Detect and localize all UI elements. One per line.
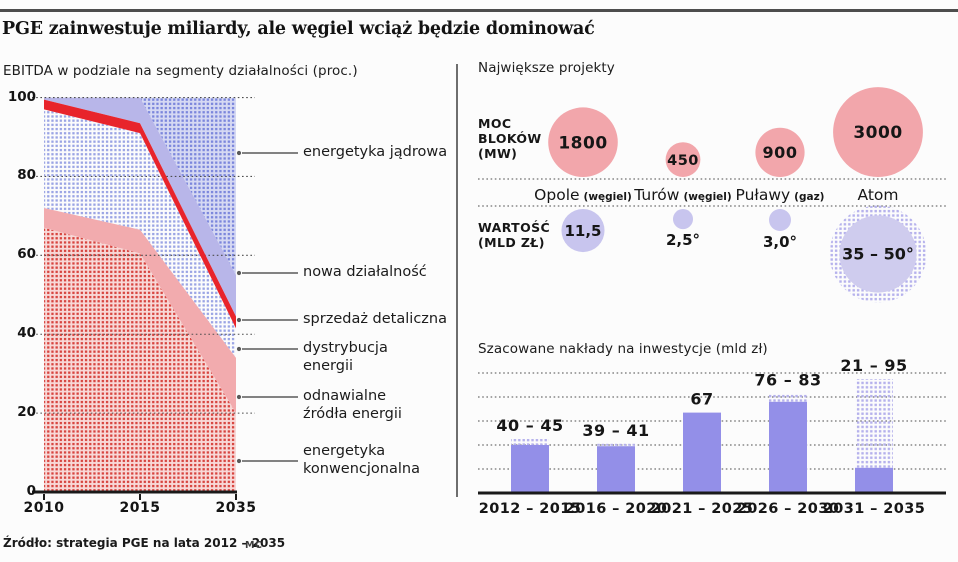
legend-odnawialne-r-d-a-energii: odnawialne źródła energii xyxy=(303,388,402,422)
legend-energetyka-j-drowa: energetyka jądrowa xyxy=(303,144,448,160)
pointer-dot xyxy=(236,150,242,156)
project-name-opole: Opole (węgiel) xyxy=(534,186,632,204)
legend-nowa-dzia-alno-: nowa działalność xyxy=(303,264,427,280)
credit-initials: MC xyxy=(245,540,263,551)
bar-2 xyxy=(597,446,635,493)
bar-value-label-5: 21 – 95 xyxy=(840,356,907,375)
area-nowa-dzia-alno- xyxy=(44,97,236,317)
ebitda-y-tick-80: 80 xyxy=(17,167,36,184)
bar-range-4 xyxy=(769,393,807,402)
ebitda-y-tick-100: 100 xyxy=(7,88,36,105)
legend-dystrybucja-energii: dystrybucja energii xyxy=(303,340,388,374)
value-label-tur-w: 2,5° xyxy=(666,231,700,249)
ebitda-y-tick-60: 60 xyxy=(17,246,36,263)
capex-bar-chart: 40 – 45 2012 – 2015 39 – 41 2016 – 2020 67 20… xyxy=(478,356,946,517)
value-row-label: WARTOŚĆ (MLD ZŁ) xyxy=(478,220,550,250)
value-row-label-line1: WARTOŚĆ xyxy=(478,220,551,235)
bar-5 xyxy=(855,467,893,493)
ebitda-area-chart xyxy=(32,97,298,500)
value-row-label-line2: (MLD ZŁ) xyxy=(478,235,545,250)
mw-value-opole: 1800 xyxy=(558,133,607,153)
pointer-dot xyxy=(236,270,242,276)
ebitda-chart-title: EBITDA w podziale na segmenty działalnoś… xyxy=(3,63,358,79)
bar-range-5 xyxy=(855,379,893,468)
mw-bubble-pu-awy xyxy=(755,127,805,177)
mw-row-label-line3: (MW) xyxy=(478,146,518,161)
value-label-opole: 11,5 xyxy=(564,222,601,240)
capex-chart-title: Szacowane nakłady na inwestycje (mld zł) xyxy=(478,341,768,357)
ebitda-gridlines xyxy=(32,97,255,414)
page-title: PGE zainwestuje miliardy, ale węgiel wci… xyxy=(2,19,595,39)
bar-category-label-5: 2031 – 2035 xyxy=(823,501,925,517)
value-bubble-atom xyxy=(839,215,917,293)
project-name-pu-awy: Puławy (gaz) xyxy=(736,186,825,204)
mw-bubble-tur-w xyxy=(665,142,701,177)
mw-value-tur-w: 450 xyxy=(667,153,699,169)
value-bubble-tur-w xyxy=(672,209,694,230)
mw-bubble-atom xyxy=(833,87,923,177)
ebitda-x-tick-2015: 2015 xyxy=(119,500,161,516)
value-bubble-pu-awy xyxy=(769,209,791,231)
ebitda-x-tick-2035: 2035 xyxy=(215,500,257,516)
mw-value-pu-awy: 900 xyxy=(763,143,798,162)
bar-value-label-1: 40 – 45 xyxy=(496,416,563,435)
ebitda-x-tick-2010: 2010 xyxy=(23,500,65,516)
project-name-atom: Atom xyxy=(858,186,899,204)
projects-bubble-chart: 1800 Opole (węgiel) 11,5 450 Turów (węgiel) 2,5… xyxy=(478,87,946,303)
bar-value-label-3: 67 xyxy=(690,390,713,409)
pointer-dot xyxy=(236,394,242,400)
pointer-dot xyxy=(236,346,242,352)
legend-sprzeda-detaliczna: sprzedaż detaliczna xyxy=(303,311,447,327)
value-bubble-opole xyxy=(561,209,605,253)
bar-category-label-4: 2026 – 2030 xyxy=(737,501,839,517)
bar-category-label-1: 2012 – 2015 xyxy=(479,501,581,517)
ebitda-y-tick-0: 0 xyxy=(26,483,36,499)
value-label-pu-awy: 3,0° xyxy=(763,233,797,251)
mw-row-label: MOC BLOKÓW (MW) xyxy=(478,116,542,161)
top-rule xyxy=(0,9,958,12)
bar-range-2 xyxy=(597,443,635,447)
bar-1 xyxy=(511,445,549,493)
value-label-atom: 35 – 50° xyxy=(842,245,914,264)
bar-category-label-3: 2021 – 2025 xyxy=(651,501,753,517)
bar-3 xyxy=(683,412,721,493)
bar-4 xyxy=(769,401,807,493)
bar-value-label-2: 39 – 41 xyxy=(582,421,649,440)
panel-divider xyxy=(456,64,458,497)
bar-value-label-4: 76 – 83 xyxy=(754,370,821,389)
area-energetyka-j-drowa xyxy=(44,97,236,276)
pointer-dot xyxy=(236,317,242,323)
mw-value-atom: 3000 xyxy=(853,123,902,143)
project-name-tur-w: Turów (węgiel) xyxy=(633,186,731,204)
source-note: Źródło: strategia PGE na lata 2012 – 203… xyxy=(3,536,286,550)
pointer-dot xyxy=(236,458,242,464)
mw-row-label-line2: BLOKÓW xyxy=(478,131,542,146)
ebitda-y-tick-40: 40 xyxy=(17,325,36,342)
legend-energetyka-konwencjonalna: energetyka konwencjonalna xyxy=(303,443,420,477)
area-energetyka-konwencjonalna xyxy=(44,227,236,492)
mw-bubble-opole xyxy=(548,107,618,177)
area-odnawialne-r-d-a-energii xyxy=(44,208,236,414)
projects-title: Największe projekty xyxy=(478,60,615,76)
bar-category-label-2: 2016 – 2020 xyxy=(565,501,667,517)
area-dystrybucja-energii xyxy=(44,109,236,358)
bar-range-1 xyxy=(511,439,549,445)
ebitda-pointers xyxy=(236,150,298,464)
ebitda-y-tick-20: 20 xyxy=(17,404,36,421)
mw-row-label-line1: MOC xyxy=(478,116,512,131)
